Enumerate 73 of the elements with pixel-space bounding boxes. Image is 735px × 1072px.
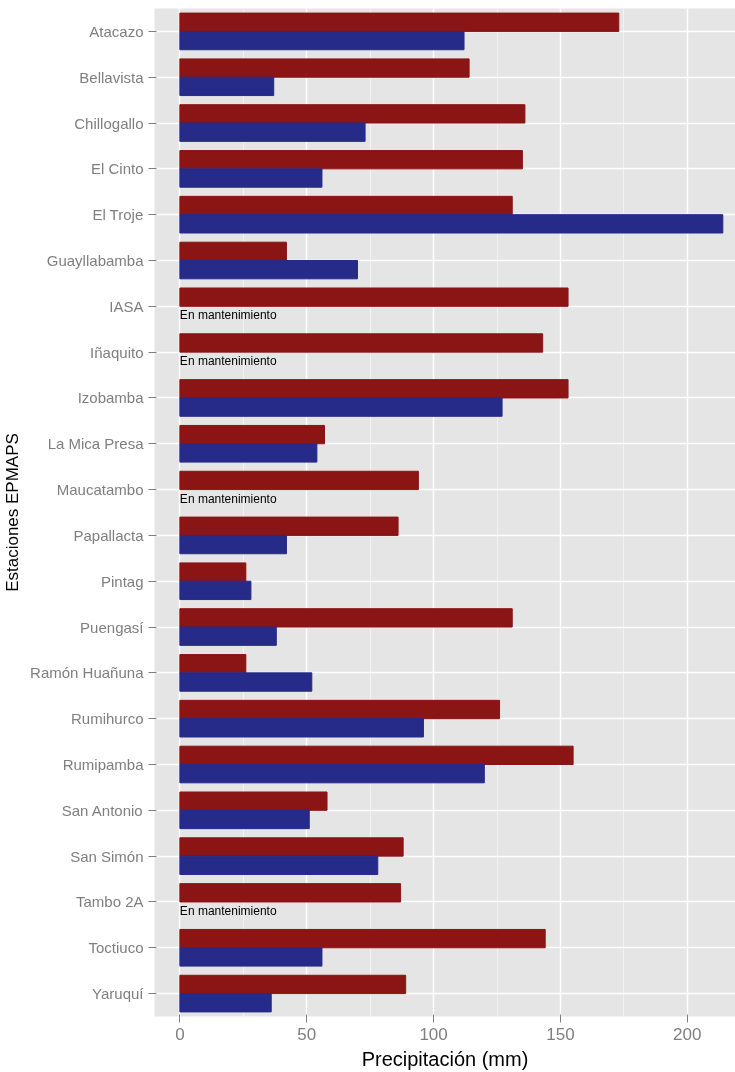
x-tick-label: 100 <box>419 1024 448 1044</box>
bar <box>179 443 318 463</box>
y-tick-label: Tambo 2A <box>75 893 144 911</box>
annotation: En mantenimiento <box>179 904 277 919</box>
bar <box>179 12 620 32</box>
bar <box>179 837 404 857</box>
bar <box>179 516 399 536</box>
bar <box>179 672 313 692</box>
x-axis-title: Precipitación (mm) <box>361 1047 529 1070</box>
bar <box>179 974 407 995</box>
bar <box>179 424 325 445</box>
y-tick-label: Izobamba <box>77 389 145 407</box>
annotation: En mantenimiento <box>179 308 277 323</box>
y-tick-label: Bellavista <box>79 68 145 86</box>
y-tick-label: Maucatambo <box>56 481 144 499</box>
bar <box>179 58 470 78</box>
bar <box>179 791 328 811</box>
bar <box>179 764 485 784</box>
bar <box>179 168 323 188</box>
bar <box>179 470 419 491</box>
y-axis-title: Estaciones EPMAPS <box>3 433 23 592</box>
x-tick-label: 200 <box>673 1024 702 1044</box>
bar <box>179 947 323 967</box>
bar <box>179 928 546 949</box>
bar <box>179 608 513 628</box>
y-tick-label: Papallacta <box>73 526 145 544</box>
bar <box>179 809 310 830</box>
y-tick-label: Ramón Huañuna <box>30 664 145 682</box>
annotation: En mantenimiento <box>179 491 277 506</box>
y-tick-label: Toctiuco <box>88 939 144 957</box>
bar <box>179 30 465 51</box>
bar <box>179 883 402 903</box>
y-tick-label: Iñaquito <box>90 343 144 361</box>
bar <box>179 260 358 280</box>
bar <box>179 214 724 234</box>
bar <box>179 654 247 674</box>
y-tick-label: Chillogallo <box>74 114 144 132</box>
x-tick-label: 150 <box>546 1024 575 1044</box>
bar <box>179 993 272 1013</box>
bar <box>179 699 501 720</box>
y-tick-label: Puengasí <box>80 618 145 636</box>
bar <box>179 379 569 399</box>
y-tick-label: Rumipamba <box>62 756 145 773</box>
y-tick-label: Yaruquí <box>92 985 145 1003</box>
x-tick-label: 50 <box>297 1024 317 1044</box>
bar <box>179 580 252 601</box>
y-tick-label: San Antonio <box>61 801 143 819</box>
bar <box>179 287 569 307</box>
bar <box>179 397 503 417</box>
bar <box>179 150 523 170</box>
y-tick-label: Guayllabamba <box>46 252 145 269</box>
bar <box>179 333 544 353</box>
bar <box>179 562 247 582</box>
bar <box>179 122 366 142</box>
y-tick-label: San Simón <box>70 847 144 865</box>
bar <box>179 626 277 646</box>
bar <box>179 745 574 765</box>
x-tick-label: 0 <box>175 1024 185 1044</box>
y-tick-label: IASA <box>109 297 144 315</box>
bar <box>179 241 287 261</box>
bar <box>179 534 287 555</box>
bar <box>179 855 379 875</box>
bar <box>179 195 513 216</box>
bar <box>179 718 424 738</box>
bar <box>179 104 526 124</box>
annotation: En mantenimiento <box>179 354 277 369</box>
y-tick-label: La Mica Presa <box>47 435 145 453</box>
y-tick-label: Rumihurco <box>70 710 144 728</box>
bar <box>179 76 275 97</box>
y-tick-label: El Cinto <box>90 160 144 178</box>
y-tick-label: Atacazo <box>89 22 144 40</box>
y-tick-label: El Troje <box>92 206 144 224</box>
y-tick-label: Pintag <box>100 572 144 590</box>
